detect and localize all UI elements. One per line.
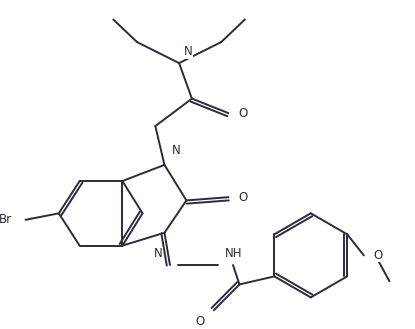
- Text: NH: NH: [225, 247, 243, 260]
- Text: O: O: [238, 107, 247, 120]
- Text: Br: Br: [0, 213, 12, 226]
- Text: O: O: [238, 191, 247, 204]
- Text: O: O: [374, 249, 383, 262]
- Text: N: N: [184, 45, 193, 58]
- Text: N: N: [172, 144, 181, 157]
- Text: N: N: [154, 247, 162, 260]
- Text: O: O: [195, 315, 204, 328]
